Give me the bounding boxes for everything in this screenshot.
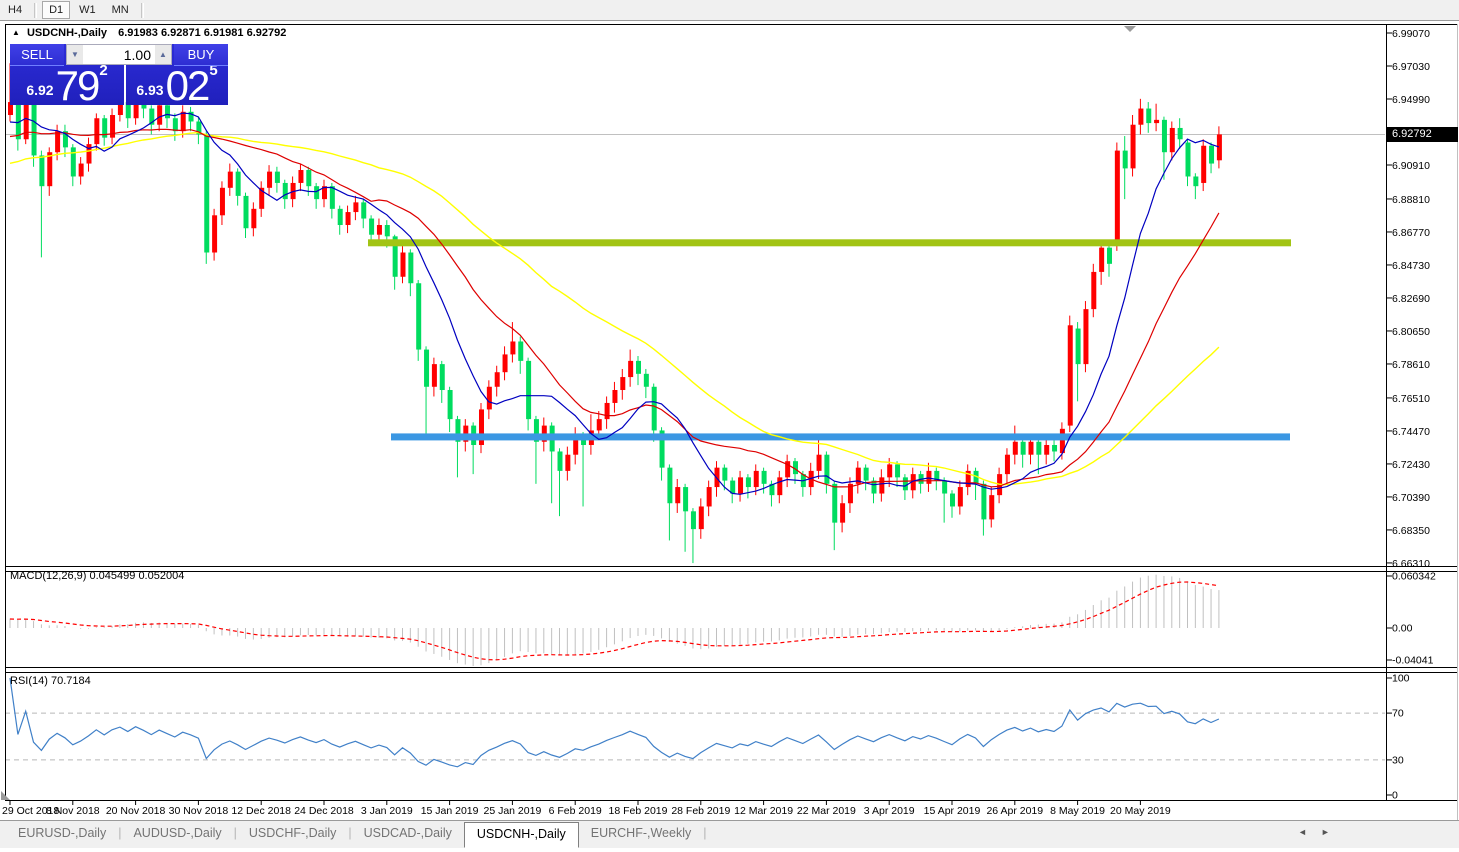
tab-scroll-arrows: ◄► (1298, 827, 1344, 837)
svg-text:15 Jan 2019: 15 Jan 2019 (421, 805, 479, 817)
rsi-value: 70.7184 (50, 675, 91, 687)
tab-separator: | (233, 826, 237, 840)
one-click-trading-panel: 6.92 79 2 6.93 02 5 SELL BUY ▼ ▲ (10, 44, 228, 109)
buy-price-big: 02 (165, 61, 211, 109)
buy-price-small: 6.93 (136, 82, 164, 98)
tab-scroll-left-icon[interactable]: ◄ (1298, 827, 1321, 837)
svg-text:6.90910: 6.90910 (1392, 160, 1430, 172)
sell-button[interactable]: SELL (10, 44, 64, 66)
svg-text:24 Dec 2018: 24 Dec 2018 (294, 805, 354, 817)
svg-text:6.99070: 6.99070 (1392, 28, 1430, 40)
svg-text:30 Nov 2018: 30 Nov 2018 (169, 805, 229, 817)
sell-price-small: 6.92 (26, 82, 54, 98)
svg-text:20 Nov 2018: 20 Nov 2018 (106, 805, 166, 817)
current-price-tag: 6.92792 (1387, 127, 1458, 142)
svg-text:6.88810: 6.88810 (1392, 194, 1430, 206)
svg-text:6.82690: 6.82690 (1392, 293, 1430, 305)
svg-text:3 Jan 2019: 3 Jan 2019 (361, 805, 413, 817)
tab-separator: | (348, 826, 352, 840)
svg-text:26 Apr 2019: 26 Apr 2019 (986, 805, 1043, 817)
chart-tab-usdcnh[interactable]: USDCNH-,Daily (463, 822, 579, 848)
macd-label: MACD(12,26,9) 0.045499 0.052004 (10, 570, 185, 582)
svg-text:20 May 2019: 20 May 2019 (1110, 805, 1171, 817)
svg-text:6.86770: 6.86770 (1392, 227, 1430, 239)
tab-separator: | (703, 826, 707, 840)
timeframe-button-mn[interactable]: MN (111, 4, 129, 16)
svg-text:15 Apr 2019: 15 Apr 2019 (924, 805, 981, 817)
timeframe-button-d1[interactable]: D1 (42, 1, 71, 19)
tab-scroll-right-icon[interactable]: ► (1320, 827, 1344, 837)
volume-decrease-icon[interactable]: ▼ (67, 45, 83, 64)
sell-price-sup: 2 (99, 62, 108, 79)
svg-text:6.66310: 6.66310 (1392, 558, 1430, 570)
svg-text:0.060342: 0.060342 (1392, 571, 1436, 583)
buy-price-sup: 5 (209, 62, 218, 79)
svg-text:100: 100 (1392, 673, 1410, 685)
svg-text:6.76510: 6.76510 (1392, 393, 1430, 405)
svg-text:29 Oct 2018: 29 Oct 2018 (2, 805, 59, 817)
svg-text:30: 30 (1392, 754, 1404, 766)
volume-input[interactable] (83, 45, 155, 64)
svg-text:12 Mar 2019: 12 Mar 2019 (734, 805, 793, 817)
svg-text:6.80650: 6.80650 (1392, 326, 1430, 338)
svg-text:6.84730: 6.84730 (1392, 260, 1430, 272)
volume-increase-icon[interactable]: ▲ (155, 45, 171, 64)
svg-text:-0.04041: -0.04041 (1392, 655, 1434, 667)
svg-text:22 Mar 2019: 22 Mar 2019 (797, 805, 856, 817)
svg-text:8 May 2019: 8 May 2019 (1050, 805, 1105, 817)
svg-text:6.70390: 6.70390 (1392, 492, 1430, 504)
chart-title: ▲ USDCNH-,Daily 6.91983 6.92871 6.91981 … (12, 27, 286, 39)
svg-text:6.94990: 6.94990 (1392, 94, 1430, 106)
ohlc-quotes: 6.91983 6.92871 6.91981 6.92792 (118, 27, 287, 39)
tab-separator: | (118, 826, 122, 840)
svg-text:6 Feb 2019: 6 Feb 2019 (549, 805, 602, 817)
chart-shift-marker-icon (1124, 26, 1136, 32)
svg-text:18 Feb 2019: 18 Feb 2019 (609, 805, 668, 817)
svg-text:6.68350: 6.68350 (1392, 525, 1430, 537)
collapse-panel-icon[interactable]: ▲ (12, 28, 20, 37)
svg-text:6.78610: 6.78610 (1392, 359, 1430, 371)
sell-price-big: 79 (55, 61, 101, 109)
svg-text:0.00: 0.00 (1392, 623, 1413, 635)
svg-text:28 Feb 2019: 28 Feb 2019 (671, 805, 730, 817)
chart-tab-eurchf[interactable]: EURCHF-,Weekly (590, 826, 692, 840)
timeframe-button-w1[interactable]: W1 (79, 4, 96, 16)
macd-signal-value: 0.052004 (138, 570, 185, 582)
timeframe-button-h4[interactable]: H4 (8, 4, 23, 16)
svg-text:70: 70 (1392, 708, 1404, 720)
buy-button[interactable]: BUY (174, 44, 228, 66)
svg-text:3 Apr 2019: 3 Apr 2019 (864, 805, 915, 817)
volume-stepper: ▼ ▲ (66, 44, 172, 65)
subwindow-resize-grip[interactable] (1, 791, 10, 800)
macd-main-value: 0.045499 (89, 570, 136, 582)
rsi-label: RSI(14) 70.7184 (10, 675, 91, 687)
toolbar-separator (34, 2, 38, 18)
svg-text:25 Jan 2019: 25 Jan 2019 (483, 805, 541, 817)
svg-text:6.74470: 6.74470 (1392, 426, 1430, 438)
chart-tab-audusd[interactable]: AUDUSD-,Daily (133, 826, 222, 840)
symbol-period-label: USDCNH-,Daily (26, 27, 108, 39)
chart-tab-usdcad[interactable]: USDCAD-,Daily (363, 826, 452, 840)
svg-text:8 Nov 2018: 8 Nov 2018 (46, 805, 100, 817)
timeframe-toolbar: H4 D1 W1 MN (0, 0, 1459, 21)
svg-text:6.97030: 6.97030 (1392, 61, 1430, 73)
svg-text:6.72430: 6.72430 (1392, 459, 1430, 471)
chart-tab-usdchf[interactable]: USDCHF-,Daily (248, 826, 337, 840)
svg-text:12 Dec 2018: 12 Dec 2018 (231, 805, 291, 817)
toolbar-separator (140, 2, 144, 18)
chart-tab-bar: EURUSD-,Daily | AUDUSD-,Daily | USDCHF-,Dail… (0, 820, 1459, 848)
chart-tab-eurusd[interactable]: EURUSD-,Daily (18, 826, 107, 840)
svg-text:0: 0 (1392, 790, 1398, 802)
